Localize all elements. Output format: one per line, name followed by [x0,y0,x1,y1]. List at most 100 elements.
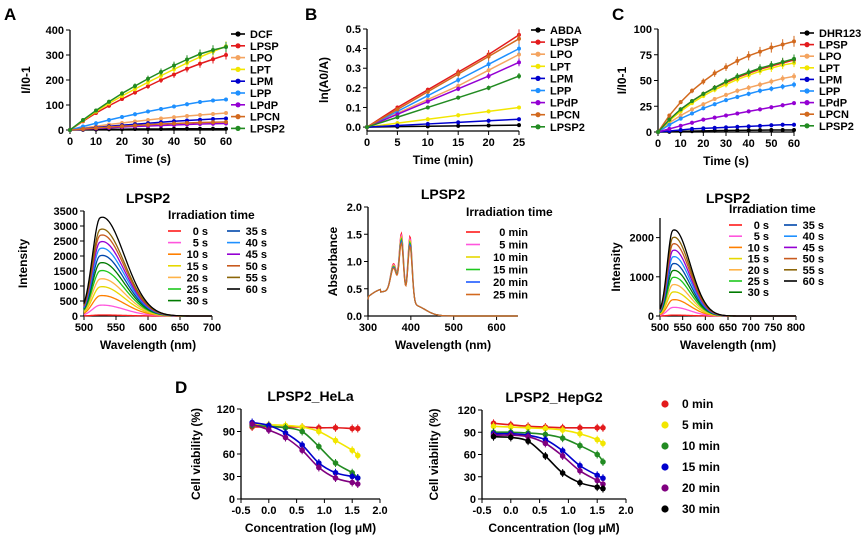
data-point [678,116,683,121]
x-tick-label: 0 [364,137,370,149]
y-axis-label: Cell viability (%) [189,408,203,500]
data-point [211,117,215,121]
legend-label: 20 s [187,272,208,284]
data-point [159,127,163,131]
data-point [769,123,774,128]
x-tick-label: 0.0 [261,505,276,517]
legend-label: 20 min [493,277,528,289]
data-point [486,109,491,114]
data-point [299,428,305,435]
data-point [365,125,369,130]
series-line [366,61,520,128]
x-tick-label: 10 [90,136,102,148]
data-point [724,98,728,103]
data-point [508,424,514,430]
data-point [282,430,289,436]
data-point [395,115,400,120]
x-tick-label: 600 [139,322,157,334]
y-tick-label: 100 [46,100,64,112]
legend-marker [235,114,241,120]
data-point [172,104,176,109]
legend-label: DCF [250,29,273,41]
legend-marker [804,53,810,59]
series-line [366,34,520,128]
data-point [577,425,583,431]
y-tick-label: 1000 [54,281,78,293]
data-point [486,123,491,128]
x-tick-label: 30 [142,136,154,148]
legend-label: 15 min [682,460,720,474]
legend-label: 45 s [246,249,267,261]
legend-marker [661,400,669,408]
data-point [690,99,694,104]
y-tick-label: 25 [640,101,652,113]
data-point [299,442,305,448]
legend-label: 5 s [193,238,208,250]
data-point [792,122,796,127]
x-tick-label: 50 [194,136,206,148]
x-tick-label: 800 [787,322,805,334]
data-point [667,122,672,127]
data-point [780,103,785,108]
legend-label: LPSP [250,41,279,53]
data-point [758,49,762,54]
data-point [667,113,672,118]
legend-marker [535,51,541,57]
x-tick-label: 0 [67,136,73,148]
x-tick-label: 500 [651,322,669,334]
data-point [542,453,549,459]
data-point [486,62,491,67]
data-point [198,117,202,122]
y-tick-label: 0.0 [347,311,362,323]
y-tick-label: 200 [46,75,64,87]
y-axis-label: Intensity [16,239,30,289]
data-point [159,107,163,111]
x-tick-label: 400 [402,322,420,334]
data-point [594,451,600,458]
data-point [198,100,202,104]
legend-marker [804,88,810,94]
data-point [486,74,491,79]
data-point [769,128,774,133]
legend-marker [535,124,541,130]
data-point [354,475,361,481]
legend-label: 0 min [499,227,528,239]
data-point [211,120,215,125]
legend-marker [535,87,541,94]
series-line [366,75,520,128]
legend-label: 45 s [803,242,824,254]
data-point [146,118,150,122]
data-point [746,53,751,58]
data-point [517,105,521,110]
data-point [198,52,202,56]
data-point [735,128,740,133]
legend-label: LPSP2 [250,123,285,135]
legend-label: 5 s [754,231,769,243]
data-point [735,74,740,79]
data-point [678,127,683,132]
data-point [349,447,356,454]
chart-a2: 500 550 600 650 7000500100015002000250030003… [16,190,267,352]
legend-label: LPM [819,74,842,86]
data-point [792,82,796,87]
data-point [120,124,124,129]
data-point [486,85,491,90]
data-point [678,107,683,112]
data-point [425,105,430,110]
data-point [577,462,583,469]
data-point [600,481,606,487]
data-point [172,126,176,131]
x-tick-label: 40 [743,138,755,150]
x-axis-label: Time (s) [703,154,749,168]
data-point [656,130,660,134]
x-tick-label: 600 [696,322,714,334]
data-point [577,468,583,474]
data-point [792,39,796,44]
legend-label: 0 s [754,220,769,232]
data-point [701,126,706,131]
x-tick-label: 700 [741,322,759,334]
data-point [120,91,124,96]
data-point [107,118,111,122]
data-point [559,435,566,441]
legend-label: LPCN [819,109,849,121]
